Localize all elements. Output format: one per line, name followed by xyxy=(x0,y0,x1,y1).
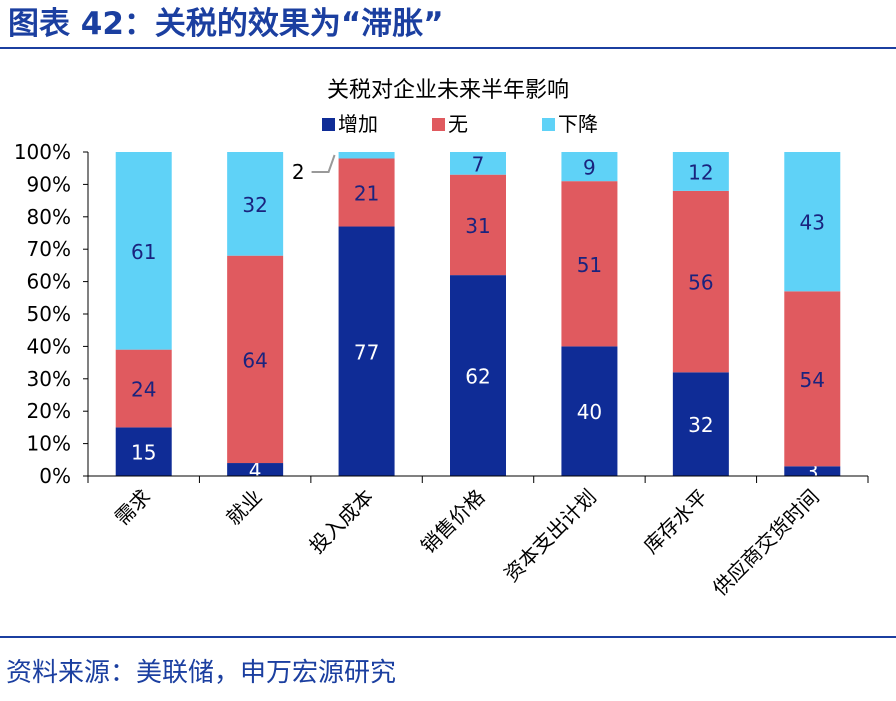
y-tick-label: 50% xyxy=(27,302,71,326)
bar-segment xyxy=(338,158,395,227)
y-tick-label: 20% xyxy=(27,399,71,423)
bar-segment xyxy=(450,174,506,276)
bar-value-label: 77 xyxy=(354,340,379,364)
bar-segment xyxy=(450,152,506,175)
y-tick-label: 30% xyxy=(27,367,71,391)
bar-value-label: 43 xyxy=(800,211,825,235)
bar-segment xyxy=(227,255,284,464)
bar-value-label: 9 xyxy=(583,156,596,180)
bar-segment xyxy=(115,152,172,350)
bar-segment xyxy=(784,152,841,292)
legend-swatch xyxy=(542,118,555,131)
x-category-label: 就业 xyxy=(221,485,266,530)
y-tick-label: 80% xyxy=(27,205,71,229)
legend-swatch xyxy=(432,118,445,131)
callout-label: 2 xyxy=(292,160,305,184)
y-tick-label: 60% xyxy=(27,270,71,294)
x-category-label: 资本支出计划 xyxy=(499,485,601,587)
source-note: 资料来源：美联储，申万宏源研究 xyxy=(6,658,397,688)
bar-value-label: 54 xyxy=(800,368,825,392)
bar-value-label: 31 xyxy=(465,214,490,238)
legend-label: 增加 xyxy=(338,112,378,136)
chart-legend: 增加 无 下降 xyxy=(322,112,598,136)
y-tick-label: 90% xyxy=(27,172,71,196)
bar-segment xyxy=(561,346,618,476)
bar-value-label: 4 xyxy=(249,459,262,483)
bar-value-label: 32 xyxy=(688,413,713,437)
title-divider xyxy=(0,47,896,49)
bar-value-label: 64 xyxy=(242,348,267,372)
bar-value-label: 7 xyxy=(472,152,485,176)
footer-divider xyxy=(0,636,896,638)
y-tick-label: 10% xyxy=(27,432,71,456)
bar-value-label: 21 xyxy=(354,182,379,206)
y-tick-label: 100% xyxy=(14,140,71,164)
y-axis: 0% 10% 20% 30% 40% 50% 60% 70% 80% 90% 100% xyxy=(14,140,89,488)
x-category-label: 需求 xyxy=(110,485,155,530)
bar-segment xyxy=(227,463,284,476)
bar-segment xyxy=(672,190,729,373)
chart-title: 关税对企业未来半年影响 xyxy=(327,78,569,103)
bar-value-label: 61 xyxy=(131,240,156,264)
bar-value-label: 56 xyxy=(688,271,713,295)
legend-swatch xyxy=(322,118,335,131)
bar-value-label: 40 xyxy=(577,400,602,424)
small-value-callout: 2 xyxy=(292,154,336,184)
x-category-label: 投入成本 xyxy=(305,485,379,559)
bar-segment xyxy=(672,372,729,476)
y-tick-label: 0% xyxy=(39,464,71,488)
x-category-label: 库存水平 xyxy=(639,485,713,559)
bar-value-label: 15 xyxy=(131,441,156,465)
y-tick-label: 70% xyxy=(27,237,71,261)
bar-segment xyxy=(450,275,506,476)
bar-segment xyxy=(561,152,618,182)
bar-value-label: 32 xyxy=(242,193,267,217)
bar-value-label: 51 xyxy=(577,253,602,277)
y-tick-label: 40% xyxy=(27,334,71,358)
bar-segment xyxy=(338,152,395,159)
bar-segment xyxy=(561,181,618,347)
x-category-label: 供应商交货时间 xyxy=(708,485,824,601)
bar-value-label: 62 xyxy=(465,365,490,389)
x-category-label: 销售价格 xyxy=(416,485,490,559)
figure-title: 图表 42：关税的效果为“滞胀” xyxy=(8,6,444,42)
stacked-bar-chart: 关税对企业未来半年影响 增加无下降 0%10%20%30%40%50%60%70… xyxy=(14,78,869,601)
legend-label: 下降 xyxy=(558,112,598,136)
legend-label: 无 xyxy=(448,112,468,136)
bar-value-label: 12 xyxy=(688,160,713,184)
bar-segment xyxy=(338,226,395,476)
bar-segment xyxy=(115,349,172,428)
bar-value-label: 24 xyxy=(131,378,156,402)
bar-segment xyxy=(115,427,172,476)
bar-segment xyxy=(784,291,841,467)
callout-leader-line xyxy=(311,154,336,173)
bar-segment xyxy=(227,152,284,256)
bar-segment xyxy=(672,152,729,191)
bar-segment xyxy=(784,466,841,476)
